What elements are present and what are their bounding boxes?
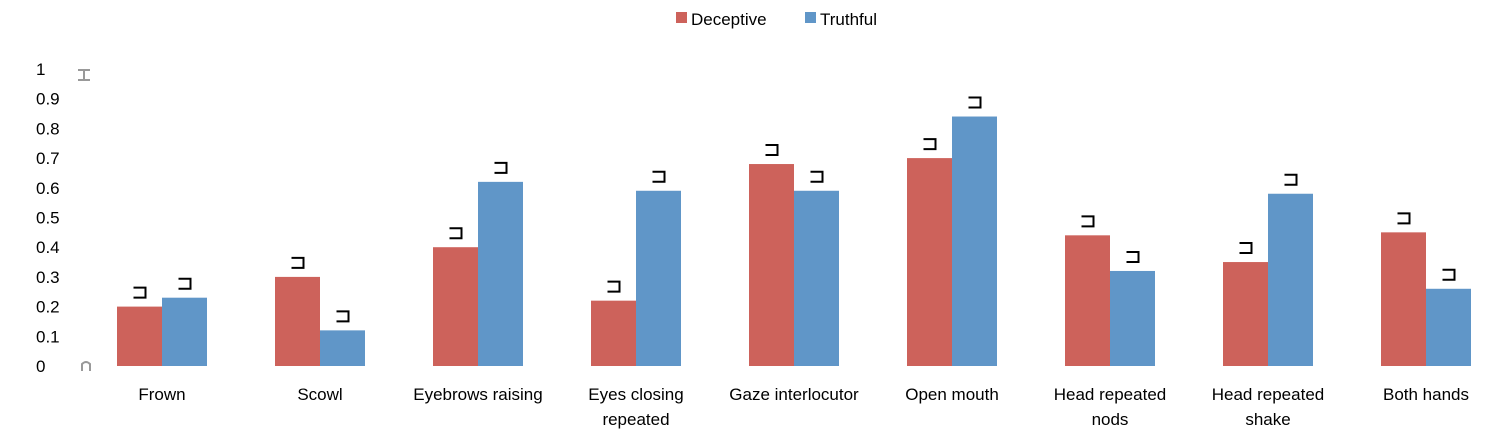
error-bar xyxy=(1397,212,1411,225)
error-bar xyxy=(1126,250,1140,263)
bar-deceptive xyxy=(1065,235,1110,366)
legend-swatch-deceptive xyxy=(676,12,687,23)
x-axis: Frown Scowl Eyebrows raising Eyes closing re… xyxy=(138,385,1469,429)
error-bar xyxy=(449,227,463,240)
x-category-label: Eyebrows raising xyxy=(413,385,542,404)
bar-deceptive xyxy=(749,164,794,366)
legend-swatch-truthful xyxy=(805,12,816,23)
y-tick-label: 1 xyxy=(36,60,45,79)
bar-truthful xyxy=(1268,193,1313,366)
x-category-label: Both hands xyxy=(1383,385,1469,404)
y-tick-label: 0.8 xyxy=(36,119,60,138)
bar-truthful xyxy=(478,181,523,366)
y-tick-label: 0.3 xyxy=(36,268,60,287)
x-category-label: Scowl xyxy=(297,385,342,404)
error-bar xyxy=(1239,242,1253,255)
legend: Deceptive Truthful xyxy=(676,10,877,29)
axis-origin-mark xyxy=(81,361,91,371)
x-category-label: Frown xyxy=(138,385,185,404)
y-tick-label: 0.7 xyxy=(36,149,60,168)
y-tick-label: 0.2 xyxy=(36,298,60,317)
error-bar xyxy=(1442,268,1456,281)
y-tick-label: 0.4 xyxy=(36,238,60,257)
bar-truthful xyxy=(1110,270,1155,366)
bar-deceptive xyxy=(1223,262,1268,366)
bar-deceptive xyxy=(117,306,162,366)
error-bar xyxy=(923,138,937,151)
y-tick-label: 0.5 xyxy=(36,209,60,228)
legend-label-truthful: Truthful xyxy=(820,10,877,29)
error-bars xyxy=(133,96,1456,323)
error-bar xyxy=(133,286,147,299)
y-tick-label: 0.1 xyxy=(36,327,60,346)
bar-deceptive xyxy=(1381,232,1426,366)
legend-label-deceptive: Deceptive xyxy=(691,10,767,29)
bar-truthful xyxy=(320,330,365,366)
y-tick-label: 0.6 xyxy=(36,179,60,198)
error-bar xyxy=(178,277,192,290)
y-axis: 0 0.1 0.2 0.3 0.4 0.5 0.6 0.7 0.8 0.9 1 xyxy=(36,60,91,376)
error-bar xyxy=(1284,173,1298,186)
error-bar xyxy=(968,96,982,109)
x-category-label: Open mouth xyxy=(905,385,999,404)
error-bar xyxy=(494,161,508,174)
x-category-label: Head repeated nods xyxy=(1054,385,1166,429)
bar-truthful xyxy=(1426,288,1471,366)
error-bar xyxy=(336,310,350,323)
bar-truthful xyxy=(952,116,997,367)
error-bar xyxy=(291,256,305,269)
error-bar xyxy=(607,280,621,293)
error-bar xyxy=(1081,215,1095,228)
y-tick-label: 0 xyxy=(36,357,45,376)
x-category-label: Eyes closing repeated xyxy=(588,385,683,429)
error-bar xyxy=(765,144,779,157)
bar-deceptive xyxy=(591,300,636,366)
bar-truthful xyxy=(636,190,681,366)
bars xyxy=(117,116,1471,367)
x-category-label: Head repeated shake xyxy=(1212,385,1324,429)
bar-truthful xyxy=(162,297,207,366)
bar-truthful xyxy=(794,190,839,366)
axis-cap-mark xyxy=(78,69,90,81)
error-bar xyxy=(652,170,666,183)
bar-deceptive xyxy=(275,276,320,366)
bar-deceptive xyxy=(907,158,952,366)
y-tick-label: 0.9 xyxy=(36,90,60,109)
x-category-label: Gaze interlocutor xyxy=(729,385,859,404)
error-bar xyxy=(810,170,824,183)
bar-deceptive xyxy=(433,247,478,366)
